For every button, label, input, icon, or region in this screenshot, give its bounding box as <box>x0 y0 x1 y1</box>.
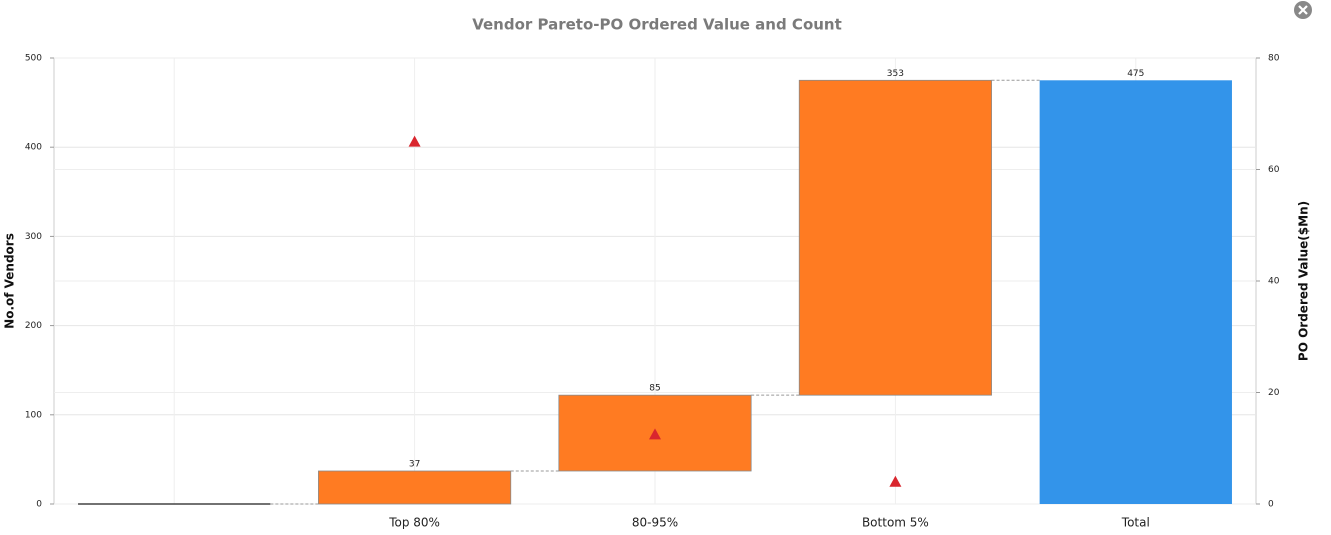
x-tick-label: Bottom 5% <box>862 516 929 530</box>
close-button[interactable] <box>1294 1 1312 19</box>
y-tick-label: 300 <box>25 232 42 242</box>
x-tick-label: Total <box>1121 516 1150 530</box>
marker <box>408 135 421 147</box>
y2-tick-label: 0 <box>1268 500 1274 510</box>
data-label: 37 <box>409 459 420 469</box>
chart-title: Vendor Pareto-PO Ordered Value and Count <box>472 16 842 34</box>
y-tick-label: 500 <box>25 54 42 64</box>
bar <box>318 470 512 505</box>
y2-tick-label: 80 <box>1268 54 1280 64</box>
y-tick-label: 100 <box>25 410 42 420</box>
y2-tick-label: 40 <box>1268 277 1280 287</box>
data-label: 85 <box>649 384 660 394</box>
y-tick-label: 200 <box>25 321 42 331</box>
x-tick-label: Top 80% <box>388 516 440 530</box>
x-tick-label: 80-95% <box>632 516 678 530</box>
marker <box>889 475 902 487</box>
bar <box>1039 80 1232 505</box>
y2-tick-label: 20 <box>1268 388 1280 398</box>
y2-tick-label: 60 <box>1268 165 1280 175</box>
data-label: 353 <box>887 69 904 79</box>
y-tick-label: 400 <box>25 143 42 153</box>
y-axis-label: No.of Vendors <box>3 233 17 329</box>
bar <box>798 79 992 396</box>
marker <box>649 428 661 440</box>
y2-axis-label: PO Ordered Value($Mn) <box>1297 201 1311 361</box>
y-tick-label: 0 <box>36 500 42 510</box>
data-label: 475 <box>1127 69 1144 79</box>
